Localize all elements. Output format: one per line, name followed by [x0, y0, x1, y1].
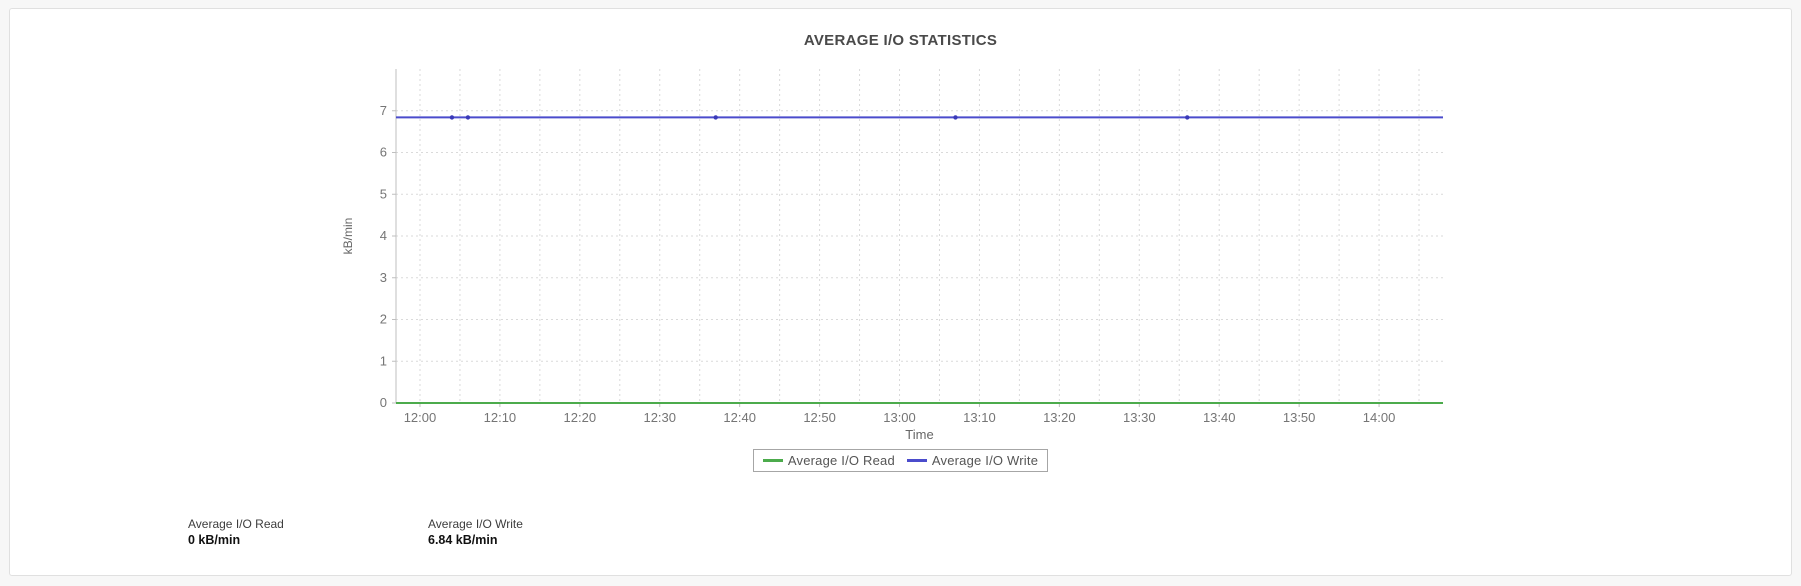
stat-block: Average I/O Write 6.84 kB/min: [428, 516, 668, 549]
legend-item: Average I/O Write: [906, 453, 1039, 468]
y-tick-label: 4: [379, 228, 386, 243]
line-chart-svg: 0 1 2 3 4 5 6 7 12:00 12:10 12:20 12:30 12:40 12:50 13…: [341, 69, 1443, 442]
stat-value: 0 kB/min: [188, 533, 241, 547]
stat-value: 6.84 kB/min: [428, 533, 498, 547]
y-axis-title: kB/min: [341, 218, 355, 255]
x-tick-label: 13:10: [963, 410, 996, 425]
x-tick-label: 13:30: [1123, 410, 1156, 425]
chart-area: 0 1 2 3 4 5 6 7 12:00 12:10 12:20 12:30 12:40 12:50 13…: [326, 53, 1476, 445]
x-tick-label: 12:00: [403, 410, 436, 425]
legend-swatch: [762, 459, 783, 462]
x-tick-label: 14:00: [1362, 410, 1395, 425]
data-point-marker: [449, 115, 454, 120]
data-point-marker: [712, 115, 718, 120]
legend-item: Average I/O Read: [762, 453, 895, 468]
y-tick-label: 5: [379, 186, 386, 201]
y-tick-label: 7: [379, 103, 386, 118]
x-tick-label: 13:40: [1202, 410, 1235, 425]
x-tick-label: 12:20: [563, 410, 596, 425]
data-point-marker: [952, 115, 958, 120]
y-tick-label: 3: [379, 270, 386, 285]
legend-label: Average I/O Read: [787, 453, 895, 468]
x-axis-title: Time: [905, 427, 933, 442]
y-tick-label: 1: [379, 353, 386, 368]
legend-row: Average I/O Read Average I/O Write: [10, 449, 1791, 472]
chart-legend: Average I/O Read Average I/O Write: [752, 449, 1049, 472]
io-statistics-card: AVERAGE I/O STATISTICS 0 1 2 3 4 5 6 7 12:00 12:1…: [9, 8, 1792, 576]
legend-label: Average I/O Write: [931, 453, 1039, 468]
stat-label: Average I/O Read: [188, 517, 284, 531]
chart-title: AVERAGE I/O STATISTICS: [803, 32, 998, 49]
data-point-marker: [1184, 115, 1189, 120]
y-tick-label: 2: [379, 312, 386, 327]
x-tick-label: 13:00: [883, 410, 916, 425]
data-point-marker: [465, 115, 470, 120]
legend-swatch: [906, 459, 927, 462]
x-tick-label: 12:30: [643, 410, 676, 425]
stats-row: Average I/O Read 0 kB/min Average I/O Writ…: [188, 516, 1791, 549]
stat-label: Average I/O Write: [428, 517, 523, 531]
x-tick-label: 13:20: [1043, 410, 1076, 425]
y-tick-label: 0: [379, 395, 386, 410]
x-tick-label: 12:10: [483, 410, 516, 425]
x-tick-label: 13:50: [1282, 410, 1315, 425]
x-tick-label: 12:50: [803, 410, 836, 425]
stat-block: Average I/O Read 0 kB/min: [188, 516, 428, 549]
y-tick-label: 6: [379, 145, 386, 160]
x-tick-label: 12:40: [723, 410, 756, 425]
